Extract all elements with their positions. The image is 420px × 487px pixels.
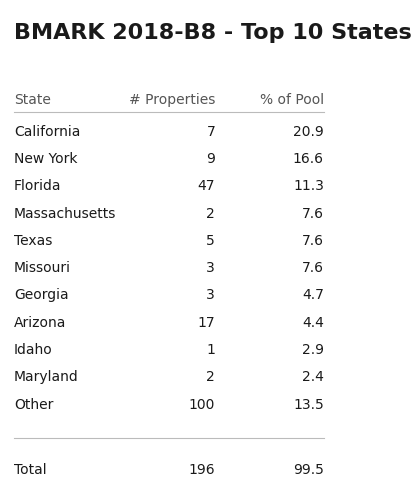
Text: 7.6: 7.6 [302,206,324,221]
Text: # Properties: # Properties [129,93,215,107]
Text: 5: 5 [206,234,215,248]
Text: Other: Other [14,397,53,412]
Text: BMARK 2018-B8 - Top 10 States: BMARK 2018-B8 - Top 10 States [14,23,412,43]
Text: 3: 3 [206,288,215,302]
Text: 2.9: 2.9 [302,343,324,357]
Text: 2.4: 2.4 [302,370,324,384]
Text: 99.5: 99.5 [293,463,324,477]
Text: Missouri: Missouri [14,261,71,275]
Text: California: California [14,125,81,139]
Text: 47: 47 [198,179,215,193]
Text: Texas: Texas [14,234,52,248]
Text: New York: New York [14,152,78,166]
Text: State: State [14,93,51,107]
Text: 7.6: 7.6 [302,261,324,275]
Text: 100: 100 [189,397,215,412]
Text: Florida: Florida [14,179,62,193]
Text: 16.6: 16.6 [293,152,324,166]
Text: 7.6: 7.6 [302,234,324,248]
Text: 4.7: 4.7 [302,288,324,302]
Text: 20.9: 20.9 [293,125,324,139]
Text: 1: 1 [206,343,215,357]
Text: 4.4: 4.4 [302,316,324,330]
Text: Massachusetts: Massachusetts [14,206,116,221]
Text: 2: 2 [206,370,215,384]
Text: 2: 2 [206,206,215,221]
Text: 7: 7 [206,125,215,139]
Text: Maryland: Maryland [14,370,79,384]
Text: 196: 196 [189,463,215,477]
Text: 17: 17 [197,316,215,330]
Text: 9: 9 [206,152,215,166]
Text: 3: 3 [206,261,215,275]
Text: 11.3: 11.3 [293,179,324,193]
Text: 13.5: 13.5 [293,397,324,412]
Text: Total: Total [14,463,47,477]
Text: Idaho: Idaho [14,343,53,357]
Text: Arizona: Arizona [14,316,66,330]
Text: % of Pool: % of Pool [260,93,324,107]
Text: Georgia: Georgia [14,288,69,302]
